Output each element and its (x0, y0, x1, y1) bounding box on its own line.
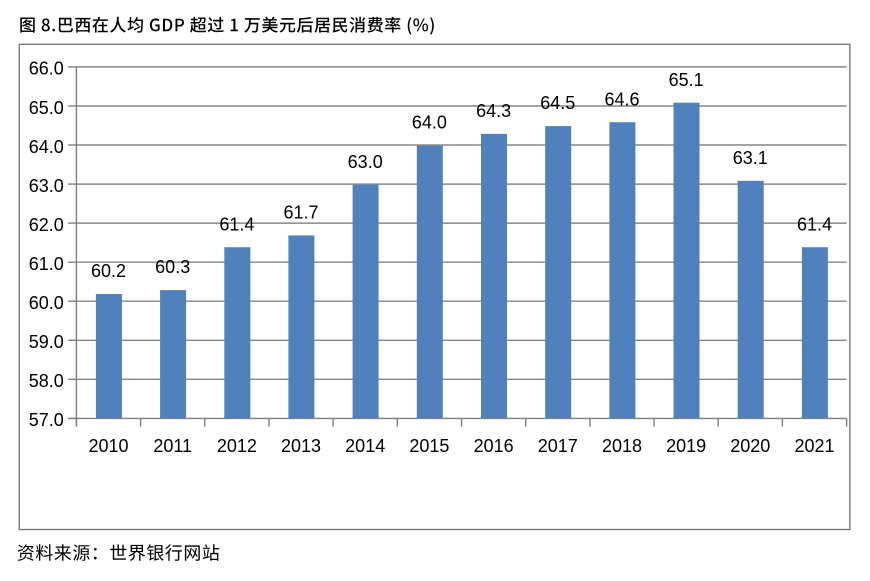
svg-text:65.1: 65.1 (669, 70, 704, 90)
svg-text:2021: 2021 (794, 436, 834, 456)
svg-text:61.0: 61.0 (29, 254, 64, 274)
svg-text:2016: 2016 (474, 436, 514, 456)
svg-text:64.3: 64.3 (476, 101, 511, 121)
svg-text:63.0: 63.0 (348, 152, 383, 172)
svg-text:2015: 2015 (409, 436, 449, 456)
svg-text:2010: 2010 (88, 436, 128, 456)
svg-text:62.0: 62.0 (29, 215, 64, 235)
svg-text:2012: 2012 (217, 436, 257, 456)
svg-text:2018: 2018 (602, 436, 642, 456)
svg-text:2013: 2013 (281, 436, 321, 456)
svg-text:57.0: 57.0 (29, 410, 64, 430)
svg-text:2020: 2020 (730, 436, 770, 456)
svg-text:2014: 2014 (345, 436, 385, 456)
svg-text:61.4: 61.4 (219, 214, 254, 234)
svg-text:2011: 2011 (153, 436, 192, 456)
svg-text:65.0: 65.0 (29, 98, 64, 118)
svg-text:2019: 2019 (666, 436, 706, 456)
svg-text:61.7: 61.7 (283, 203, 318, 223)
svg-text:64.0: 64.0 (29, 137, 64, 157)
svg-text:63.0: 63.0 (29, 176, 64, 196)
svg-text:58.0: 58.0 (29, 371, 64, 391)
svg-text:2017: 2017 (538, 436, 578, 456)
svg-text:59.0: 59.0 (29, 332, 64, 352)
svg-text:64.5: 64.5 (540, 93, 575, 113)
svg-text:64.6: 64.6 (604, 89, 639, 109)
svg-text:60.0: 60.0 (29, 293, 64, 313)
svg-text:60.2: 60.2 (91, 261, 126, 281)
svg-text:60.3: 60.3 (155, 257, 190, 277)
svg-text:64.0: 64.0 (412, 113, 447, 133)
svg-text:61.4: 61.4 (797, 214, 832, 234)
svg-text:66.0: 66.0 (29, 59, 64, 79)
svg-text:63.1: 63.1 (733, 148, 768, 168)
